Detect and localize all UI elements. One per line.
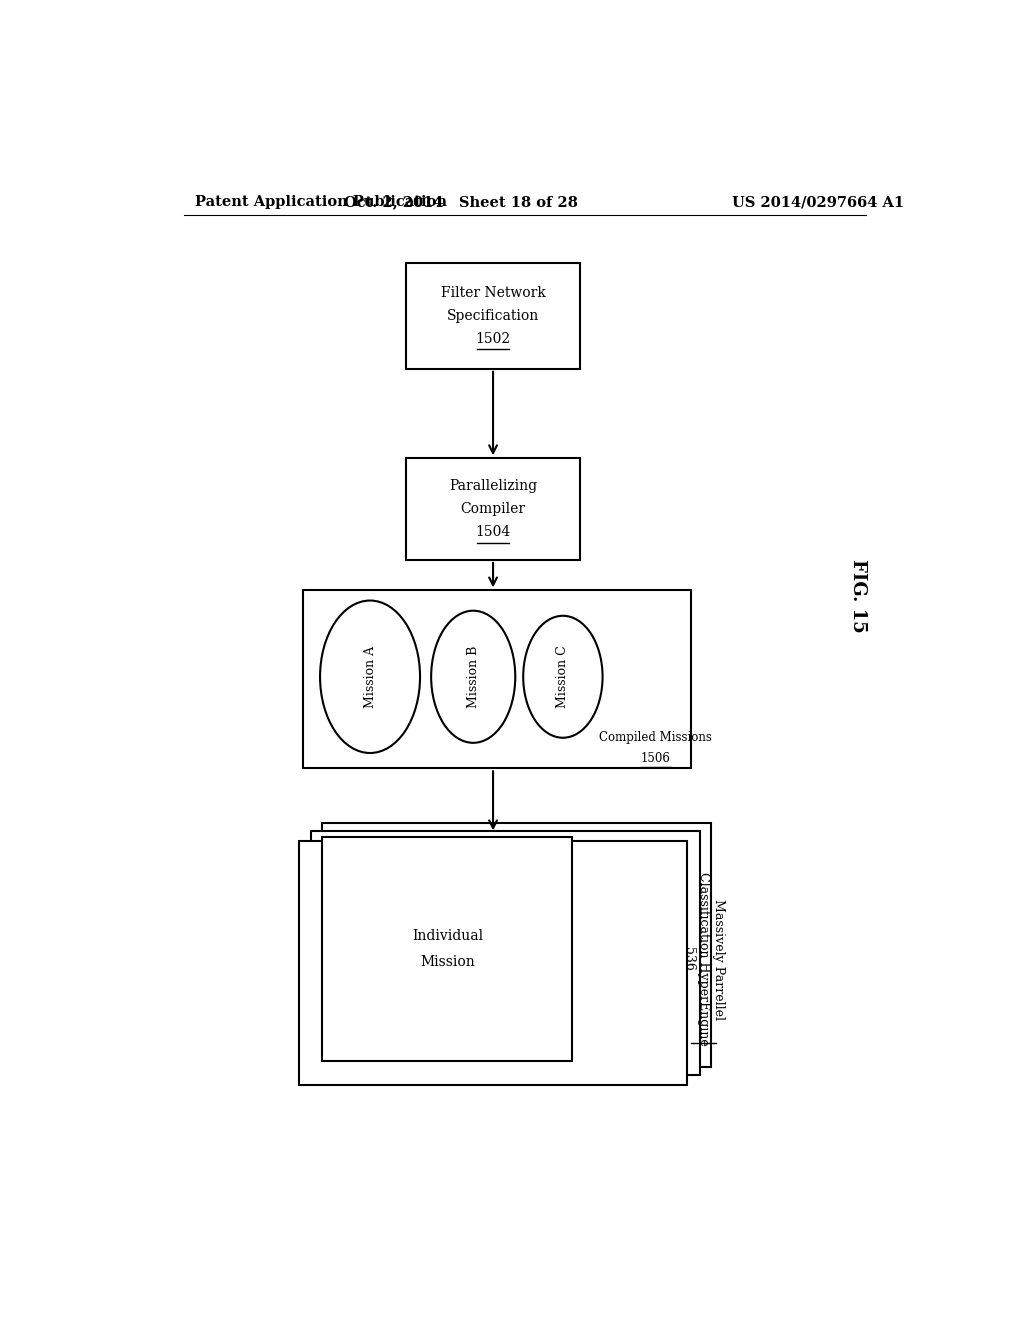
Text: Mission B: Mission B [467, 645, 479, 708]
Text: Parallelizing: Parallelizing [449, 479, 538, 492]
Text: Mission C: Mission C [556, 645, 569, 708]
Bar [299, 841, 687, 1085]
Bar [323, 824, 712, 1067]
Ellipse shape [523, 615, 602, 738]
Text: 1506: 1506 [641, 751, 671, 764]
Ellipse shape [321, 601, 420, 752]
Ellipse shape [431, 611, 515, 743]
Text: Filter Network: Filter Network [440, 285, 546, 300]
Text: Specification: Specification [446, 309, 540, 323]
Text: Oct. 2, 2014   Sheet 18 of 28: Oct. 2, 2014 Sheet 18 of 28 [344, 195, 579, 209]
Bar [311, 832, 700, 1076]
Bar [406, 458, 581, 560]
Text: Mission A: Mission A [364, 645, 377, 708]
Text: US 2014/0297664 A1: US 2014/0297664 A1 [732, 195, 904, 209]
Text: Mission: Mission [420, 956, 475, 969]
Text: FIG. 15: FIG. 15 [849, 558, 867, 632]
Bar [406, 263, 581, 370]
Bar [303, 590, 691, 768]
Text: Massively Parrellel
Classification HyperEngine
536: Massively Parrellel Classification Hyper… [682, 873, 725, 1047]
Text: Compiled Missions: Compiled Missions [599, 731, 712, 744]
Text: Individual: Individual [412, 929, 483, 942]
Bar [323, 837, 572, 1061]
Text: 1502: 1502 [475, 333, 511, 346]
Text: Patent Application Publication: Patent Application Publication [196, 195, 447, 209]
Text: Compiler: Compiler [461, 502, 525, 516]
Text: 1504: 1504 [475, 525, 511, 540]
